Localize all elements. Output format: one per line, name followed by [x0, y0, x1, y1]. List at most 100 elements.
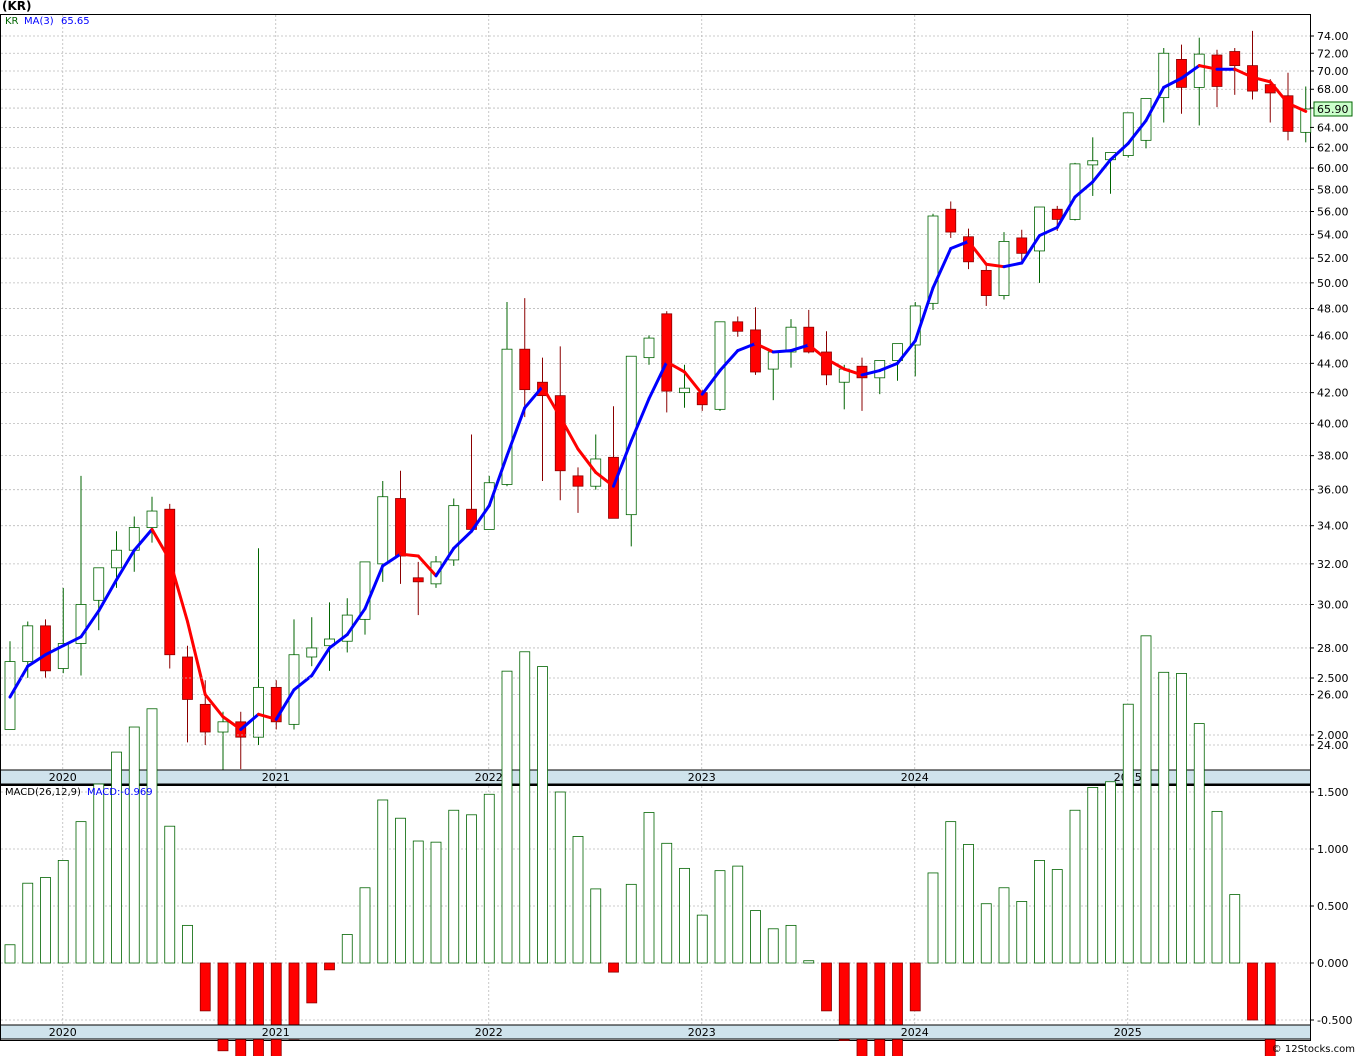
candle	[1158, 48, 1170, 123]
ma-segment	[754, 342, 775, 354]
macd-bar	[412, 840, 424, 964]
candle	[75, 475, 87, 676]
macd-bar	[1158, 671, 1170, 964]
candle	[572, 467, 584, 513]
macd-bar	[519, 651, 531, 964]
candle	[412, 561, 424, 616]
macd-bar	[199, 962, 211, 1012]
candle	[927, 213, 939, 310]
ma-segment	[1233, 67, 1254, 79]
macd-panel: -1.000-0.5000.0000.5001.0001.5002.0002.5…	[0, 635, 1352, 1060]
candle	[554, 346, 566, 501]
ma-segment	[541, 385, 562, 419]
ma-segment	[381, 552, 402, 568]
macd-year-label: 2022	[475, 1026, 503, 1039]
price-tick-label: 24.00	[1317, 739, 1349, 752]
price-x-axis-band	[0, 769, 1311, 785]
ma-segment	[79, 609, 101, 639]
last-price-label: 65.90	[1317, 103, 1349, 116]
ma-segment	[8, 664, 30, 699]
macd-bar	[22, 882, 34, 964]
candle	[1016, 229, 1028, 261]
last-price-marker: 65.90	[1313, 101, 1353, 117]
ma-segment	[825, 357, 846, 371]
price-tick-label: 28.00	[1317, 642, 1349, 655]
price-tick-label: 44.00	[1317, 357, 1349, 370]
candle	[1087, 137, 1099, 196]
price-tick-label: 58.00	[1317, 183, 1349, 196]
macd-legend-value: MACD:-0.969	[87, 787, 153, 798]
price-y-axis: 24.00 26.00 28.00 30.00 32.00 34.00 36.00 38.00…	[1310, 30, 1349, 752]
macd-bar	[164, 825, 176, 964]
macd-bar	[1247, 962, 1258, 1021]
ma-segment	[594, 470, 615, 488]
macd-bar	[1122, 703, 1134, 964]
ma-segment	[807, 343, 828, 361]
macd-bar	[1211, 810, 1223, 964]
candle	[608, 406, 619, 519]
ma-segment	[683, 370, 704, 396]
ma-segment	[203, 693, 225, 719]
ma-segment	[1126, 119, 1148, 145]
ma-segment	[345, 607, 367, 637]
macd-tick-label: 0.000	[1317, 957, 1349, 970]
ma-segment	[842, 367, 864, 377]
candle	[1229, 48, 1241, 95]
candle	[93, 567, 105, 631]
macd-bar	[608, 962, 619, 973]
ma-segment	[1162, 76, 1183, 89]
ma-segment	[629, 397, 651, 443]
macd-bar	[998, 887, 1010, 964]
ma-segment	[328, 633, 349, 650]
ma-segment	[1073, 180, 1095, 199]
candle	[1069, 162, 1081, 221]
macd-bar	[1087, 787, 1099, 964]
ma-segment	[292, 674, 314, 692]
ma-segment	[257, 712, 278, 721]
macd-bar	[57, 860, 69, 964]
macd-bar	[856, 962, 868, 1060]
ma-segment	[789, 343, 811, 353]
symbol-legend: KR	[5, 16, 19, 27]
ma-segment	[239, 712, 260, 731]
candle	[40, 619, 51, 678]
ma-segment	[984, 262, 1006, 269]
macd-tick-label: 1.500	[1317, 786, 1349, 799]
macd-bar	[359, 887, 371, 964]
ma-segment	[949, 239, 970, 251]
macd-year-label: 2020	[49, 1026, 77, 1039]
macd-bar	[767, 928, 779, 964]
candle	[395, 470, 406, 584]
price-year-label: 2021	[262, 771, 290, 784]
macd-bar	[945, 821, 957, 964]
ma-segment	[150, 527, 172, 562]
macd-bar	[395, 817, 406, 964]
ma-segment	[115, 548, 136, 582]
ma-segment	[1197, 64, 1219, 71]
macd-tick-label: 2.000	[1317, 729, 1349, 742]
macd-bar	[714, 870, 726, 964]
ma-segment	[399, 552, 420, 558]
candle	[750, 307, 761, 375]
ma-segment	[1091, 158, 1112, 184]
macd-bar	[572, 836, 584, 964]
ma-segment	[558, 415, 580, 451]
ma-segment	[736, 342, 757, 353]
price-tick-label: 42.00	[1317, 387, 1349, 400]
candle	[57, 587, 69, 674]
ma-segment	[1020, 234, 1041, 265]
candle	[1211, 49, 1223, 108]
macd-bar	[1229, 894, 1241, 964]
ma-segment	[967, 239, 988, 266]
macd-bar	[1176, 673, 1187, 964]
price-tick-label: 32.00	[1317, 558, 1349, 571]
price-tick-label: 68.00	[1317, 83, 1349, 96]
ma-segment	[665, 360, 686, 374]
macd-bars	[4, 635, 1276, 1060]
candle	[359, 561, 371, 635]
macd-bar	[625, 883, 637, 964]
macd-bar	[235, 962, 247, 1060]
macd-bar	[93, 783, 105, 964]
macd-x-axis: 2020 2021 2022 2023 2024 2025	[49, 1026, 1142, 1039]
